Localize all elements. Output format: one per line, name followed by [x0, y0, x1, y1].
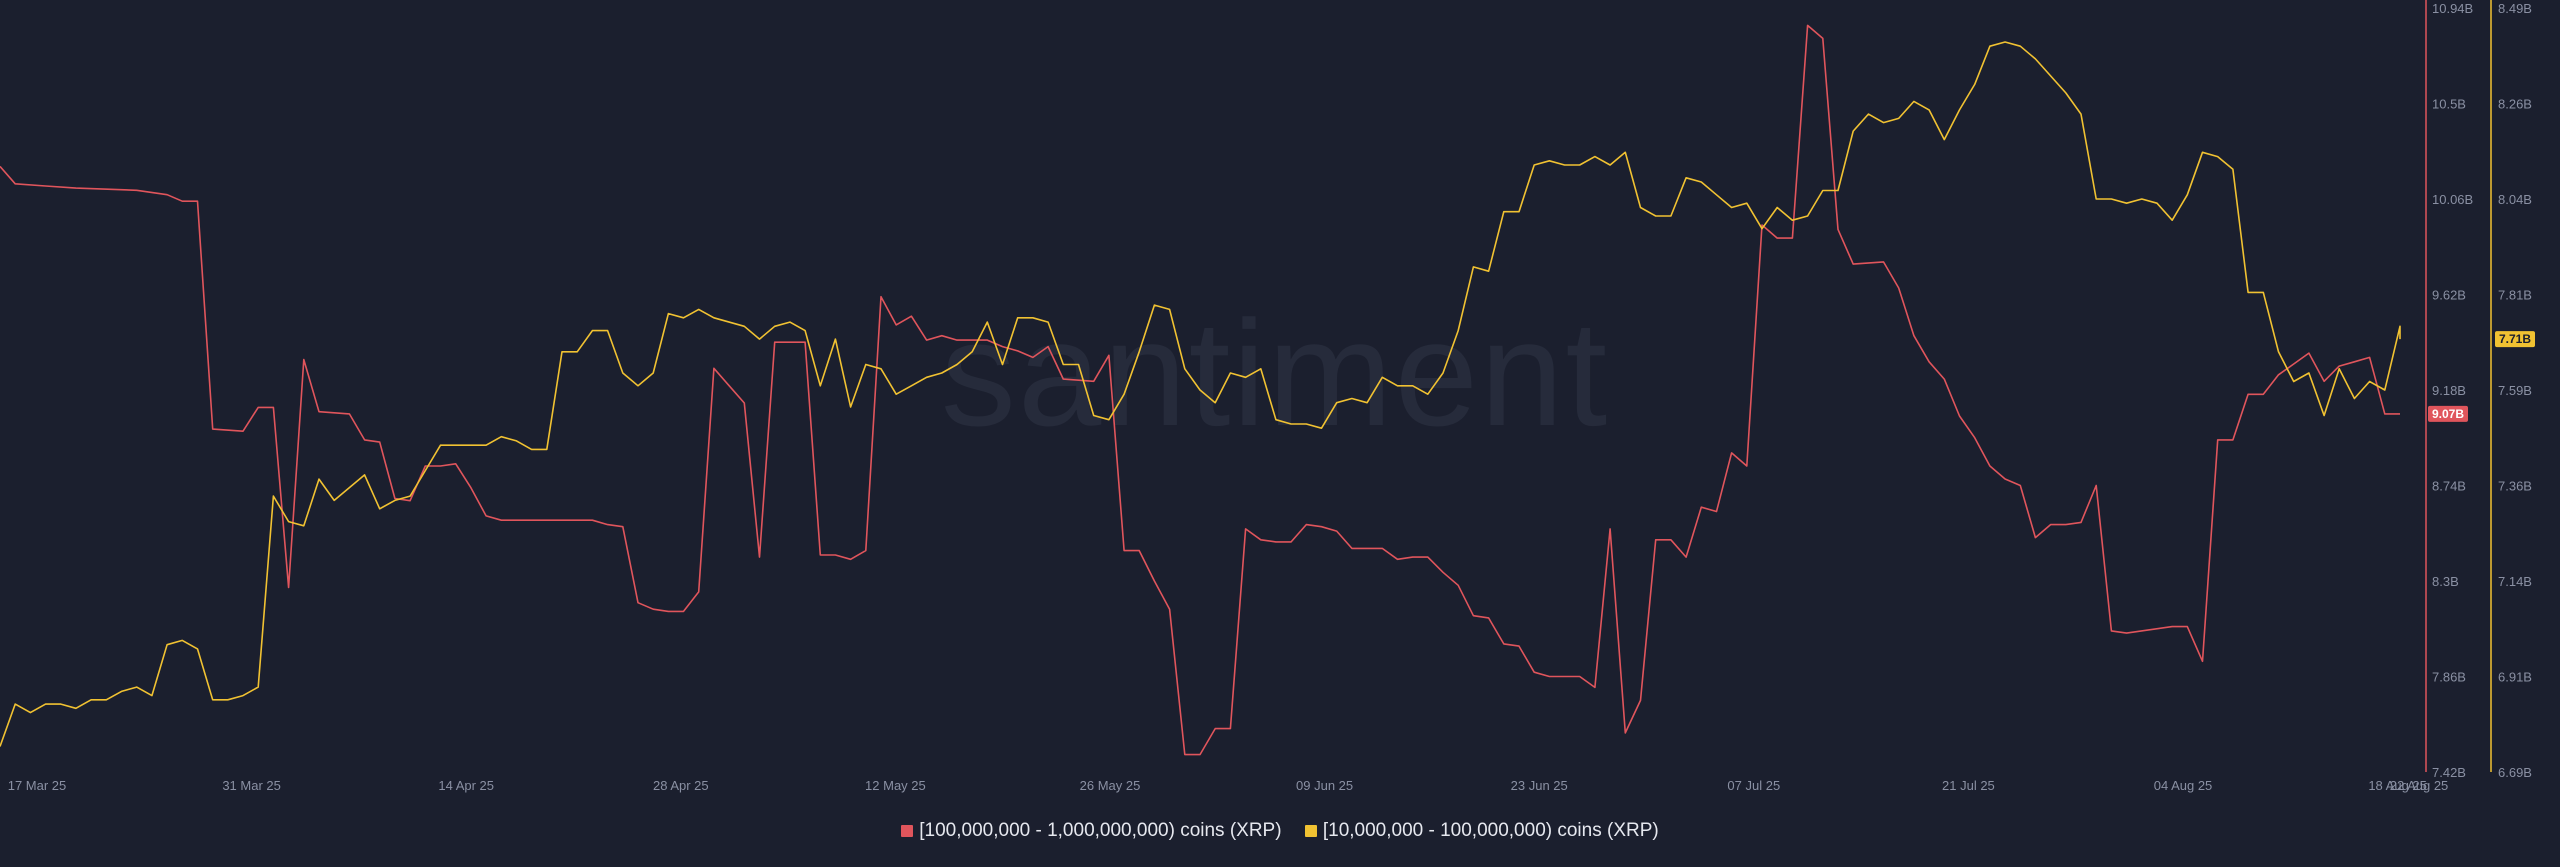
y-left-tick-label: 7.42B: [2432, 765, 2466, 780]
x-tick-label: 18 Aug 25: [2368, 778, 2427, 793]
y-right-tick-label: 8.49B: [2498, 1, 2532, 16]
x-tick-label: 22 Aug 25: [2390, 778, 2449, 793]
y-left-tick-label: 9.18B: [2432, 383, 2466, 398]
x-tick-label: 12 May 25: [865, 778, 926, 793]
series-line-2: [0, 41, 2401, 747]
y-left-tick-label: 10.06B: [2432, 192, 2473, 207]
legend-item-series-2[interactable]: [10,000,000 - 100,000,000) coins (XRP): [1304, 820, 1659, 842]
x-tick-label: 09 Jun 25: [1296, 778, 1353, 793]
y-left-tick-label: 9.62B: [2432, 288, 2466, 303]
y-right-tick-label: 8.26B: [2498, 97, 2532, 112]
series-lines: [0, 24, 2401, 756]
last-value-badge-2: 7.71B: [2495, 331, 2535, 348]
legend: [100,000,000 - 1,000,000,000) coins (XRP…: [0, 820, 2560, 843]
y-left-tick-label: 8.74B: [2432, 479, 2466, 494]
x-tick-label: 17 Mar 25: [8, 778, 67, 793]
x-tick-label: 07 Jul 25: [1727, 778, 1780, 793]
y-right-tick-label: 7.14B: [2498, 574, 2532, 589]
x-tick-label: 28 Apr 25: [653, 778, 709, 793]
legend-label-series-2: [10,000,000 - 100,000,000) coins (XRP): [1322, 820, 1659, 841]
y-left-tick-label: 10.94B: [2432, 1, 2473, 16]
y-right-tick-label: 8.04B: [2498, 192, 2532, 207]
y-axis-right: 8.49B 8.26B 8.04B 7.81B 7.59B 7.36B 7.14B 6.91B…: [2490, 0, 2532, 780]
watermark: santiment: [941, 289, 1609, 457]
y-right-tick-label: 7.59B: [2498, 383, 2532, 398]
legend-item-series-1[interactable]: [100,000,000 - 1,000,000,000) coins (XRP…: [901, 820, 1282, 842]
series-line-1: [0, 24, 2400, 756]
x-tick-label: 26 May 25: [1080, 778, 1141, 793]
x-tick-label: 04 Aug 25: [2154, 778, 2213, 793]
last-value-badge-1: 9.07B: [2428, 405, 2468, 422]
x-tick-label: 23 Jun 25: [1511, 778, 1568, 793]
svg-text:7.71B: 7.71B: [2499, 332, 2531, 346]
x-tick-label: 14 Apr 25: [438, 778, 494, 793]
y-axis-left: 10.94B 10.5B 10.06B 9.62B 9.18B 8.74B 8.3B 7.86…: [2425, 0, 2473, 780]
legend-label-series-1: [100,000,000 - 1,000,000,000) coins (XRP…: [919, 820, 1282, 841]
y-left-tick-label: 7.86B: [2432, 670, 2466, 685]
y-left-tick-label: 10.5B: [2432, 97, 2466, 112]
y-right-tick-label: 6.91B: [2498, 670, 2532, 685]
legend-swatch-series-1: [901, 825, 914, 837]
x-tick-label: 21 Jul 25: [1942, 778, 1995, 793]
y-right-tick-label: 7.81B: [2498, 288, 2532, 303]
x-axis: 17 Mar 25 31 Mar 25 14 Apr 25 28 Apr 25 12 M…: [8, 778, 2449, 793]
legend-swatch-series-2: [1304, 825, 1317, 837]
last-value-badges: 9.07B 7.71B: [2428, 331, 2535, 422]
x-tick-label: 31 Mar 25: [222, 778, 281, 793]
y-right-tick-label: 7.36B: [2498, 479, 2532, 494]
y-right-tick-label: 6.69B: [2498, 765, 2532, 780]
svg-text:9.07B: 9.07B: [2432, 407, 2464, 421]
y-left-tick-label: 8.3B: [2432, 574, 2459, 589]
chart: santiment 17 Mar 25 31 Mar 25 14 Apr 25 28 …: [0, 0, 2535, 793]
